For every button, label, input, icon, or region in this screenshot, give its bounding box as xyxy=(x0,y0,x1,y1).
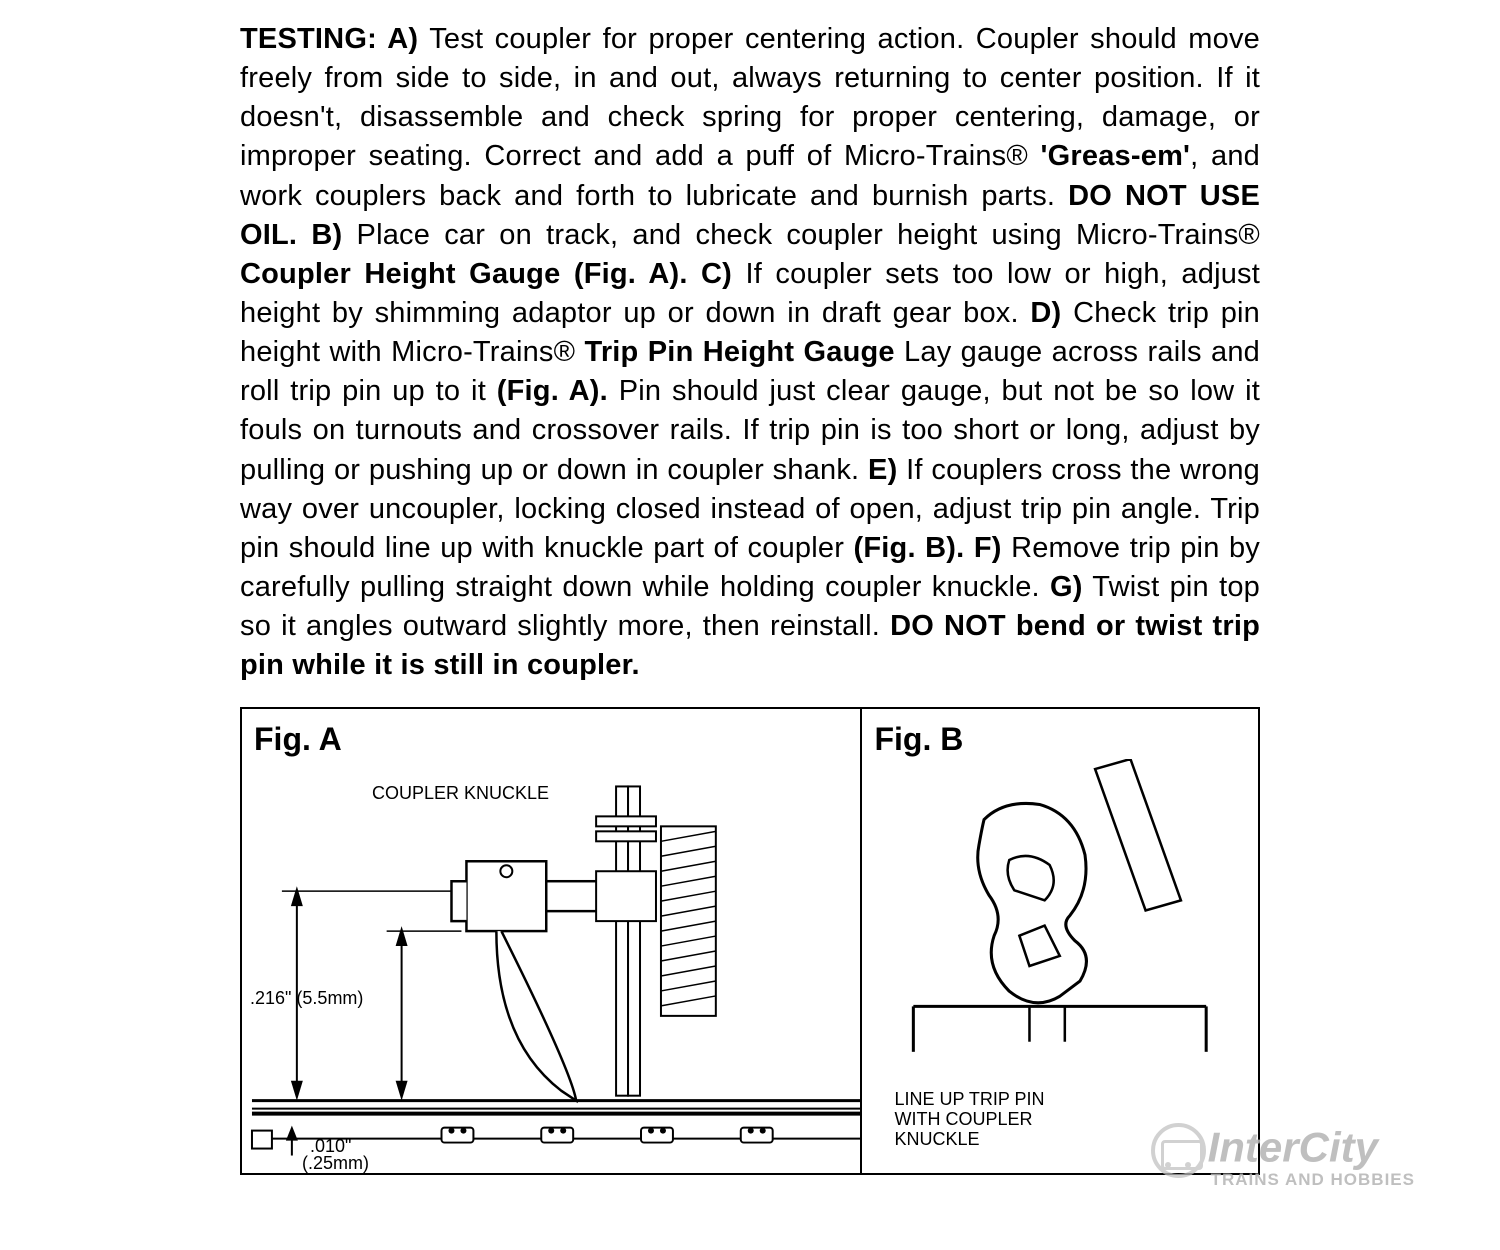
watermark: InterCity TRAINS AND HOBBIES xyxy=(1151,1123,1415,1190)
figures-container: Fig. A xyxy=(240,707,1260,1175)
trip-pin-gauge: Trip Pin Height Gauge xyxy=(575,336,895,368)
greas-em: 'Greas-em' xyxy=(1028,140,1190,172)
fig-b-title: Fig. B xyxy=(874,721,1246,758)
figure-a: Fig. A xyxy=(242,709,862,1173)
watermark-main: InterCity xyxy=(1208,1124,1378,1171)
text-b: Place car on track, and check coupler he… xyxy=(342,219,1238,251)
reg-2: ® xyxy=(1238,219,1260,251)
fig-a-title: Fig. A xyxy=(254,721,848,758)
fig-a-diagram: COUPLER KNUCKLE .216" (5.5mm) .010" (.25… xyxy=(242,759,860,1173)
figure-b: Fig. B LINE UP TRIP PIN WITH COUPLER KNU… xyxy=(862,709,1258,1173)
d-label: D) xyxy=(1030,297,1061,329)
fig-b-ref: (Fig. B). F) xyxy=(854,532,1002,564)
reg-1: ® xyxy=(1006,140,1028,172)
reg-3: ® xyxy=(554,336,576,368)
dim-216: .216" (5.5mm) xyxy=(250,989,363,1009)
testing-label: TESTING: A) xyxy=(240,23,418,55)
g-label: G) xyxy=(1050,571,1083,603)
coupler-knuckle-label: COUPLER KNUCKLE xyxy=(372,784,549,804)
dim-25mm: (.25mm) xyxy=(302,1154,369,1174)
fig-b-diagram: LINE UP TRIP PIN WITH COUPLER KNUCKLE xyxy=(862,759,1258,1173)
watermark-sub: TRAINS AND HOBBIES xyxy=(1211,1170,1415,1190)
fig-a-svg xyxy=(242,759,860,1173)
e-label: E) xyxy=(868,454,897,486)
watermark-train-icon xyxy=(1151,1123,1206,1178)
fig-a-ref: (Fig. A). xyxy=(497,375,608,407)
coupler-gauge: Coupler Height Gauge (Fig. A). C) xyxy=(240,258,732,290)
fig-b-label: LINE UP TRIP PIN WITH COUPLER KNUCKLE xyxy=(894,1090,1094,1149)
instruction-text: TESTING: A) Test coupler for proper cent… xyxy=(240,20,1260,685)
